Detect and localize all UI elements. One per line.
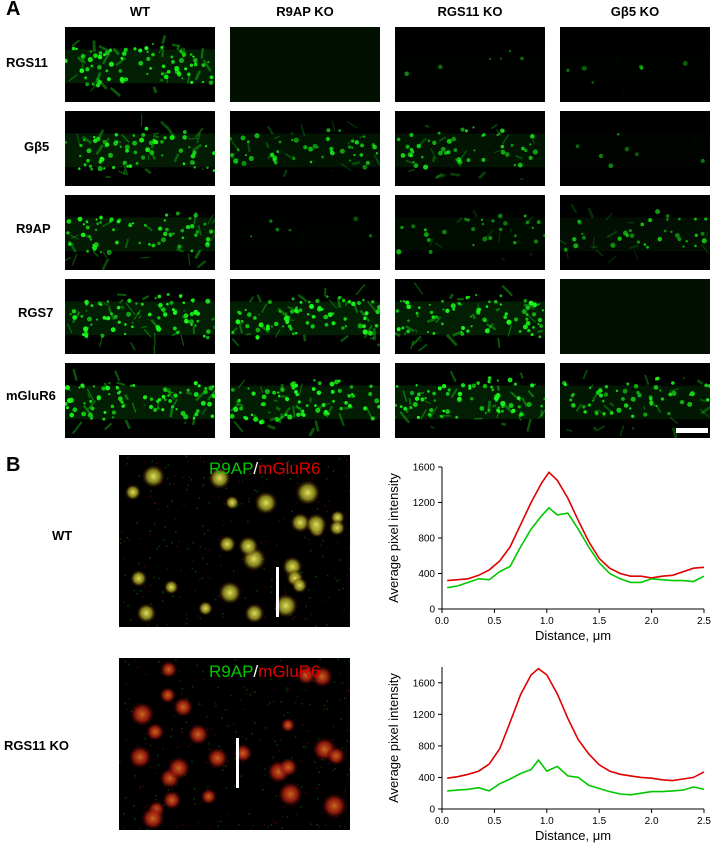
y-tick-label: 1600 (413, 678, 436, 689)
row-label-rgs7: RGS7 (18, 305, 54, 320)
micrograph-rgs11ko-r9ap-mglur6 (119, 658, 350, 830)
micrograph-tile-r3-c3 (560, 279, 710, 354)
micrograph-tile-r4-c2 (395, 363, 545, 438)
y-tick-label: 400 (418, 569, 435, 580)
axes (441, 667, 704, 810)
micrograph-tile-r1-c1 (230, 111, 380, 186)
series-line-0 (447, 471, 705, 582)
intensity-profile-chart-wt: 0 400 800 1200 1600 0.0 0.5 1.0 1.5 2.0 2.5 Distanc… (380, 455, 715, 645)
micrograph-tile-r2-c3 (560, 195, 710, 270)
row-label-mglur6: mGluR6 (6, 388, 56, 403)
series-line-1 (447, 506, 705, 589)
overlay-label-rgs11-ko: R9AP/mGluR6 (209, 662, 321, 682)
axes (441, 467, 704, 610)
overlay-green-text: R9AP (209, 662, 254, 681)
y-tick-label: 0 (429, 805, 435, 816)
x-tick-label: 2.0 (645, 816, 659, 827)
x-tick-label: 1.0 (540, 616, 554, 627)
y-tick-label: 1200 (413, 498, 436, 509)
intensity-profile-chart-rgs11-ko: 0 400 800 1200 1600 0.0 0.5 1.0 1.5 2.0 2.5 Distanc… (380, 655, 715, 845)
row-label-gb5: Gβ5 (24, 139, 50, 154)
micrograph-tile-r0-c0 (65, 27, 215, 102)
row-label-r9ap: R9AP (16, 221, 51, 236)
panel-a-letter: A (6, 0, 21, 20)
micrograph-tile-r0-c1 (230, 27, 380, 102)
row-label-b-wt: WT (52, 528, 73, 543)
micrograph-tile-r4-c3 (560, 363, 710, 438)
column-header-gb5-ko: Gβ5 KO (610, 4, 660, 19)
micrograph-tile-r1-c3 (560, 111, 710, 186)
column-header-rgs11-ko: RGS11 KO (437, 4, 503, 19)
micrograph-tile-r4-c1 (230, 363, 380, 438)
column-header-r9ap-ko: R9AP KO (276, 4, 334, 19)
y-tick-label: 800 (418, 741, 435, 752)
micrograph-wt-r9ap-mglur6 (119, 455, 350, 627)
x-tick-label: 0.0 (435, 616, 449, 627)
x-axis-label: Distance, μm (535, 628, 611, 643)
x-tick-label: 0.0 (435, 816, 449, 827)
series-line-1 (447, 758, 705, 796)
overlay-red-text: mGluR6 (258, 662, 321, 681)
scale-bar (676, 428, 708, 433)
row-label-b-rgs11-ko: RGS11 KO (4, 738, 70, 753)
micrograph-tile-r0-c2 (395, 27, 545, 102)
overlay-separator: / (253, 459, 259, 478)
y-axis-label: Average pixel intensity (386, 473, 401, 603)
column-header-wt: WT (129, 4, 151, 19)
micrograph-tile-r0-c3 (560, 27, 710, 102)
panel-b-letter: B (6, 454, 21, 476)
micrograph-tile-r3-c2 (395, 279, 545, 354)
y-tick-label: 400 (418, 773, 435, 784)
x-tick-label: 0.5 (487, 616, 501, 627)
x-tick-label: 0.5 (487, 816, 501, 827)
x-tick-label: 2.0 (645, 616, 659, 627)
x-tick-label: 1.5 (592, 616, 606, 627)
micrograph-tile-r1-c0 (65, 111, 215, 186)
micrograph-tile-r3-c1 (230, 279, 380, 354)
y-tick-label: 0 (429, 605, 435, 616)
y-tick-label: 800 (418, 534, 435, 545)
series-line-0 (447, 667, 705, 782)
overlay-green-text: R9AP (209, 459, 254, 478)
row-label-rgs11: RGS11 (6, 55, 48, 70)
x-tick-label: 2.5 (697, 616, 711, 627)
y-tick-label: 1200 (413, 710, 436, 721)
micrograph-tile-r2-c2 (395, 195, 545, 270)
micrograph-tile-r1-c2 (395, 111, 545, 186)
x-axis-label: Distance, μm (535, 828, 611, 843)
overlay-label-wt: R9AP/mGluR6 (209, 459, 321, 479)
y-axis-label: Average pixel intensity (386, 673, 401, 803)
overlay-red-text: mGluR6 (258, 459, 321, 478)
y-tick-label: 1600 (413, 463, 436, 474)
micrograph-tile-r2-c0 (65, 195, 215, 270)
x-tick-label: 1.5 (592, 816, 606, 827)
x-tick-label: 1.0 (540, 816, 554, 827)
micrograph-tile-r2-c1 (230, 195, 380, 270)
micrograph-tile-r4-c0 (65, 363, 215, 438)
x-tick-label: 2.5 (697, 816, 711, 827)
micrograph-tile-r3-c0 (65, 279, 215, 354)
overlay-separator: / (253, 662, 259, 681)
